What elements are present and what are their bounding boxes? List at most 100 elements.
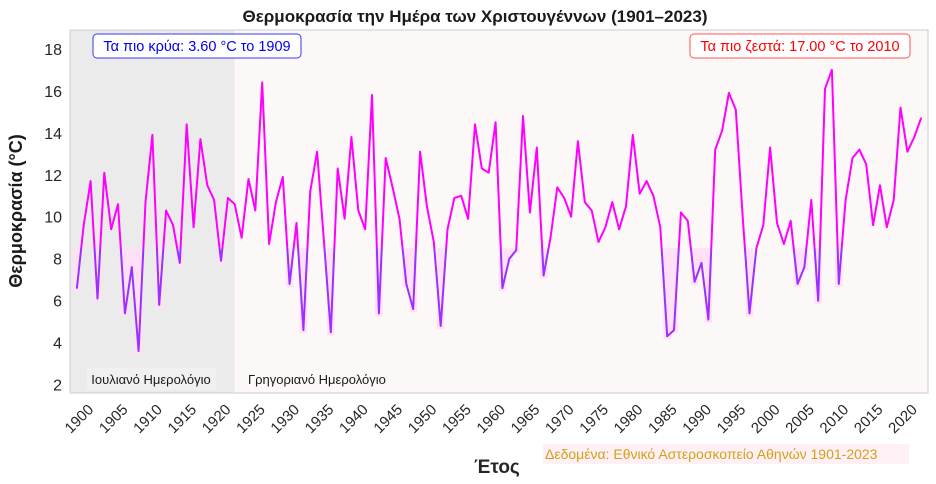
x-tick-label: 1935 xyxy=(302,401,338,437)
cold-band-1990 xyxy=(690,248,699,285)
data-point-1977 xyxy=(604,226,607,229)
data-point-1935 xyxy=(316,150,318,153)
y-tick-label: 4 xyxy=(53,336,62,353)
x-tick-label: 2015 xyxy=(851,401,887,437)
data-point-2014 xyxy=(858,148,861,151)
x-tick-label: 1965 xyxy=(508,401,544,437)
y-tick-label: 2 xyxy=(53,378,62,395)
x-tick-label: 2020 xyxy=(885,401,921,437)
data-point-1963 xyxy=(508,257,511,260)
data-point-1962 xyxy=(501,287,504,289)
data-point-2009 xyxy=(824,87,826,90)
source-note: Δεδομένα: Εθνικό Αστεροσκοπείο Αθηνών 19… xyxy=(545,446,878,462)
data-point-1908 xyxy=(130,266,133,268)
data-point-1940 xyxy=(350,136,353,138)
cold-band-1953 xyxy=(436,248,445,329)
data-point-2011 xyxy=(837,283,840,285)
cold-band-1949 xyxy=(409,248,417,313)
data-point-1942 xyxy=(364,228,366,231)
data-point-1960 xyxy=(487,171,490,174)
data-point-1957 xyxy=(467,218,469,220)
data-point-1913 xyxy=(165,209,167,212)
y-tick-label: 16 xyxy=(44,84,62,101)
x-tick-label: 1960 xyxy=(473,401,509,437)
data-point-2016 xyxy=(872,224,874,226)
data-point-2017 xyxy=(879,184,881,187)
x-tick-label: 1990 xyxy=(679,401,715,437)
data-point-1925 xyxy=(247,178,250,180)
data-point-1921 xyxy=(220,260,222,262)
x-tick-label: 1955 xyxy=(439,401,475,437)
coldest-annotation-box xyxy=(92,33,302,59)
data-point-1945 xyxy=(384,157,387,159)
data-point-1988 xyxy=(680,211,682,214)
x-tick-label: 1995 xyxy=(714,401,750,437)
data-point-1993 xyxy=(714,148,717,151)
data-point-1995 xyxy=(728,92,730,94)
data-point-1998 xyxy=(748,312,751,315)
data-point-1961 xyxy=(494,121,497,124)
data-point-1906 xyxy=(117,203,119,205)
cold-band-1991 xyxy=(697,248,706,266)
data-point-1902 xyxy=(89,180,92,182)
data-point-1952 xyxy=(432,241,435,243)
data-point-1984 xyxy=(652,194,655,197)
x-tick-label: 1925 xyxy=(233,401,269,437)
data-point-1920 xyxy=(213,199,215,201)
data-point-2018 xyxy=(886,226,888,229)
data-point-1964 xyxy=(515,249,517,252)
data-point-1944 xyxy=(378,312,380,315)
cold-band-1912 xyxy=(155,248,164,308)
data-point-1974 xyxy=(584,201,586,203)
data-point-1954 xyxy=(446,228,449,231)
data-point-1936 xyxy=(323,241,325,243)
data-point-2001 xyxy=(769,146,771,149)
data-point-1949 xyxy=(412,308,415,310)
gregorian-calendar-label: Γρηγοριανό Ημερολόγιο xyxy=(248,372,386,387)
data-point-2010 xyxy=(831,69,833,71)
x-tick-label: 1980 xyxy=(611,401,647,437)
data-point-1931 xyxy=(288,283,291,285)
data-point-1946 xyxy=(391,186,394,189)
x-tick-label: 1910 xyxy=(130,401,166,437)
data-point-1991 xyxy=(700,262,703,264)
data-point-2006 xyxy=(803,266,806,268)
data-point-1938 xyxy=(336,167,339,170)
data-point-1926 xyxy=(254,209,257,212)
data-point-1994 xyxy=(721,129,723,132)
cold-band-1907 xyxy=(121,248,129,317)
data-point-1901 xyxy=(82,224,85,226)
cold-band-2005 xyxy=(793,248,802,287)
data-point-2012 xyxy=(844,199,847,201)
data-point-2008 xyxy=(817,299,819,302)
data-point-1933 xyxy=(302,329,305,331)
data-point-1999 xyxy=(755,247,758,250)
data-point-1910 xyxy=(144,201,147,203)
data-point-2004 xyxy=(789,220,792,222)
data-point-1951 xyxy=(426,205,428,208)
data-point-1919 xyxy=(206,184,209,187)
cold-band-1903 xyxy=(93,248,102,302)
data-point-1929 xyxy=(275,201,277,203)
data-point-1928 xyxy=(268,243,270,245)
data-point-1969 xyxy=(549,236,552,239)
julian-calendar-label: Ιουλιανό Ημερολόγιο xyxy=(91,372,210,387)
data-point-1947 xyxy=(398,218,401,220)
y-tick-label: 14 xyxy=(44,126,62,143)
data-point-2002 xyxy=(776,222,778,224)
data-point-1900 xyxy=(76,287,78,289)
data-point-1985 xyxy=(659,226,662,229)
source-box xyxy=(543,444,909,464)
x-axis-label: Έτος xyxy=(474,457,520,478)
data-point-1937 xyxy=(330,331,332,333)
data-point-2022 xyxy=(913,136,916,138)
hottest-annotation-box xyxy=(689,33,911,59)
data-point-1983 xyxy=(645,180,648,182)
x-tick-label: 2005 xyxy=(782,401,818,437)
data-point-2003 xyxy=(783,243,785,245)
cold-band-1986 xyxy=(663,248,671,340)
data-point-1966 xyxy=(529,211,531,214)
data-point-1924 xyxy=(240,236,243,239)
data-point-1915 xyxy=(179,262,181,264)
data-point-1967 xyxy=(535,146,538,149)
